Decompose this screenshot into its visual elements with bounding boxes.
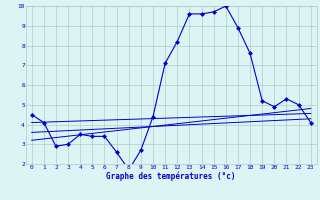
X-axis label: Graphe des températures (°c): Graphe des températures (°c) [107,171,236,181]
